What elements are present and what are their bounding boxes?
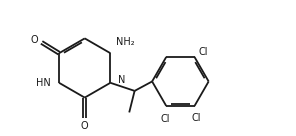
Text: Cl: Cl	[160, 114, 170, 124]
Text: O: O	[30, 35, 38, 45]
Text: O: O	[81, 121, 89, 131]
Text: Cl: Cl	[191, 113, 201, 123]
Text: HN: HN	[36, 78, 50, 88]
Text: NH₂: NH₂	[116, 37, 134, 47]
Text: N: N	[118, 75, 126, 85]
Text: Cl: Cl	[199, 47, 208, 57]
